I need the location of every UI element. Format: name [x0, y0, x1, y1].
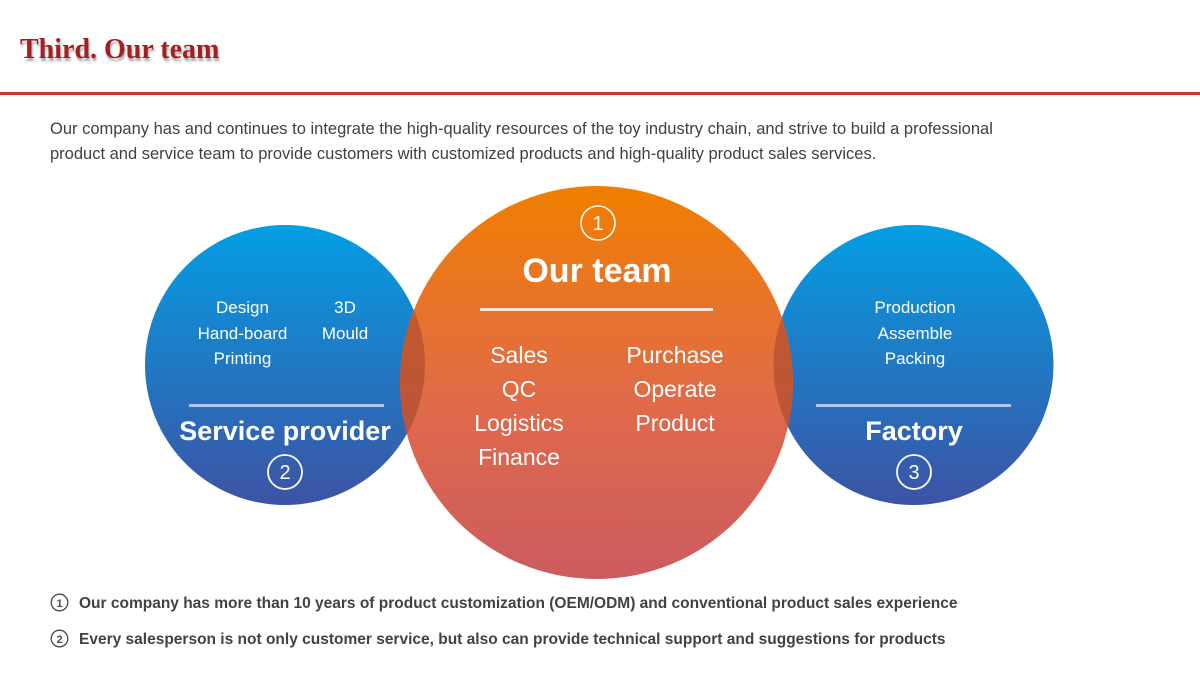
svg-text:3: 3	[908, 462, 919, 484]
svg-text:2: 2	[56, 634, 62, 646]
svg-text:1: 1	[592, 213, 603, 235]
svg-text:1: 1	[56, 598, 62, 610]
svg-text:2: 2	[279, 462, 290, 484]
